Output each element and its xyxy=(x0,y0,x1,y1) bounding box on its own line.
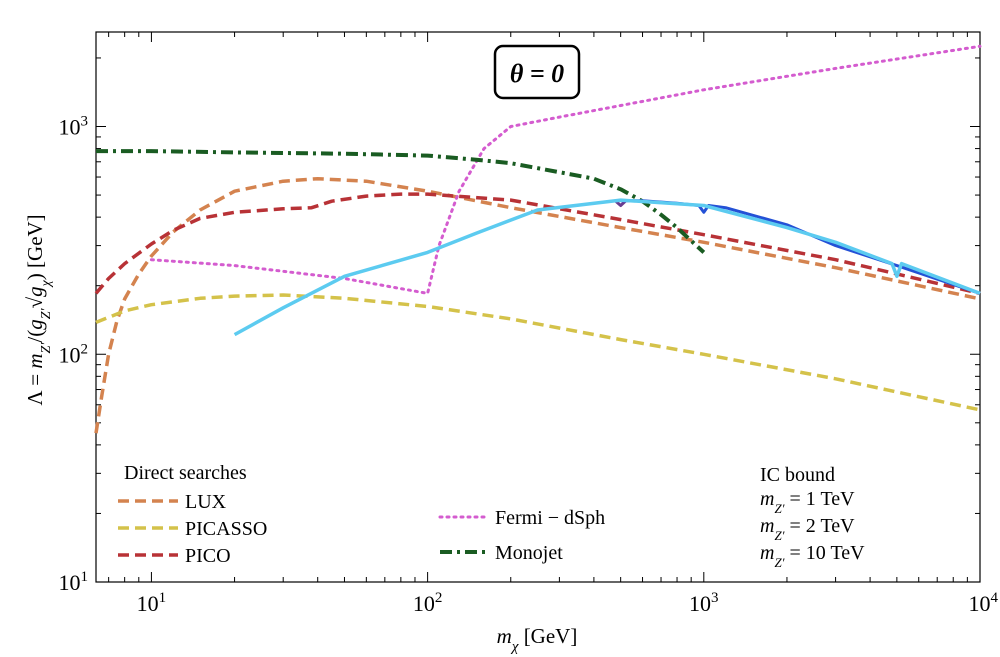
legend-ic-1tev-rest: = 1 TeV xyxy=(785,488,856,510)
legend-label-pico: PICO xyxy=(185,545,231,567)
legend-ic-10tev-var: m xyxy=(760,542,774,564)
theta-box xyxy=(493,44,581,100)
legend-ic-1tev: mZ′ = 1 TeV xyxy=(760,488,855,516)
x-tick-label: 102 xyxy=(413,590,443,616)
legend-ic-2tev: mZ′ = 2 TeV xyxy=(760,515,855,543)
x-tick-label-exp: 4 xyxy=(991,590,999,606)
legend-label-lux: LUX xyxy=(185,491,227,513)
y-axis-label: Λ = mZ′/(gZ′√gχ) [GeV] xyxy=(23,214,54,405)
x-tick-label-base: 10 xyxy=(969,591,991,616)
legend-ic-1tev-var: m xyxy=(760,488,774,510)
y-axis-label-msub: Z′ xyxy=(39,342,54,354)
legend-ic-10tev-rest: = 10 TeV xyxy=(785,542,866,564)
x-tick-label-base: 10 xyxy=(689,591,711,616)
y-tick-label-base: 10 xyxy=(59,570,81,595)
y-axis-label-close: ) xyxy=(23,273,47,280)
x-tick-label: 103 xyxy=(689,590,719,616)
series-picasso xyxy=(95,293,981,412)
x-tick-label-exp: 3 xyxy=(711,590,719,606)
y-tick-label: 101 xyxy=(59,569,89,595)
y-axis-label-slash: /( xyxy=(23,330,47,343)
y-axis-label-unit: [GeV] xyxy=(23,214,47,273)
theta-label: θ = 0 xyxy=(510,59,564,88)
legend-label-fermi: Fermi − dSph xyxy=(495,507,605,529)
y-tick-label-base: 10 xyxy=(59,115,81,140)
series-ic-10-tev xyxy=(233,198,981,337)
theta-annotation: θ = 0 xyxy=(493,44,581,100)
legend-ic-2tev-var: m xyxy=(760,515,774,537)
axis-ticks xyxy=(96,32,981,583)
x-axis-label-sub: χ xyxy=(510,639,519,655)
y-tick-label-exp: 1 xyxy=(81,569,89,585)
legend-other: Fermi − dSph Monojet xyxy=(438,507,605,564)
legend-label-picasso: PICASSO xyxy=(185,518,267,540)
legend-direct-searches: Direct searches LUX PICASSO PICO xyxy=(118,462,267,567)
legend-ic-10tev: mZ′ = 10 TeV xyxy=(760,542,865,570)
y-axis-label-gsub: Z′ xyxy=(39,307,54,319)
y-tick-label-exp: 2 xyxy=(81,341,89,357)
y-axis-label-m: m xyxy=(23,353,47,368)
series-pico xyxy=(94,192,981,296)
legend-ic-bound: IC bound mZ′ = 1 TeV mZ′ = 2 TeV mZ′ = 1… xyxy=(760,464,865,570)
legend-ic-2tev-sub: Z′ xyxy=(774,528,784,543)
x-axis-label-var: m xyxy=(497,624,512,648)
x-axis-label-unit: [GeV] xyxy=(518,624,577,648)
legend-ic-10tev-sub: Z′ xyxy=(774,555,784,570)
x-tick-label: 104 xyxy=(969,590,999,616)
y-axis-label-lhs: Λ = xyxy=(23,369,47,406)
x-tick-label-base: 10 xyxy=(413,591,435,616)
series-monojet xyxy=(96,149,706,254)
legend-ic-title: IC bound xyxy=(760,464,835,486)
plot-frame xyxy=(95,31,981,583)
series-ic-2-tev xyxy=(620,199,981,295)
legend-ic-1tev-sub: Z′ xyxy=(774,501,784,516)
y-axis-label-g: g xyxy=(23,319,47,330)
y-axis-label-g2: g xyxy=(23,286,47,297)
series-fermi-dsph xyxy=(149,44,982,295)
y-tick-label-exp: 3 xyxy=(81,114,89,130)
x-tick-label: 101 xyxy=(137,590,167,616)
x-axis-label: mχ [GeV] xyxy=(497,624,578,655)
y-tick-label: 103 xyxy=(59,114,89,140)
y-axis-label-sqrt: √ xyxy=(23,296,47,308)
legend-label-monojet: Monojet xyxy=(495,542,563,564)
legend-ic-2tev-rest: = 2 TeV xyxy=(785,515,856,537)
x-tick-label-exp: 2 xyxy=(435,590,443,606)
y-tick-label: 102 xyxy=(59,341,89,367)
x-tick-label-exp: 1 xyxy=(159,590,167,606)
series-ic-1-tev xyxy=(614,200,627,207)
y-tick-label-base: 10 xyxy=(59,342,81,367)
y-axis-label-g2sub: χ xyxy=(39,279,54,288)
x-tick-label-base: 10 xyxy=(137,591,159,616)
legend-direct-title: Direct searches xyxy=(124,462,247,484)
data-series xyxy=(94,44,982,434)
series-lux xyxy=(94,176,981,434)
